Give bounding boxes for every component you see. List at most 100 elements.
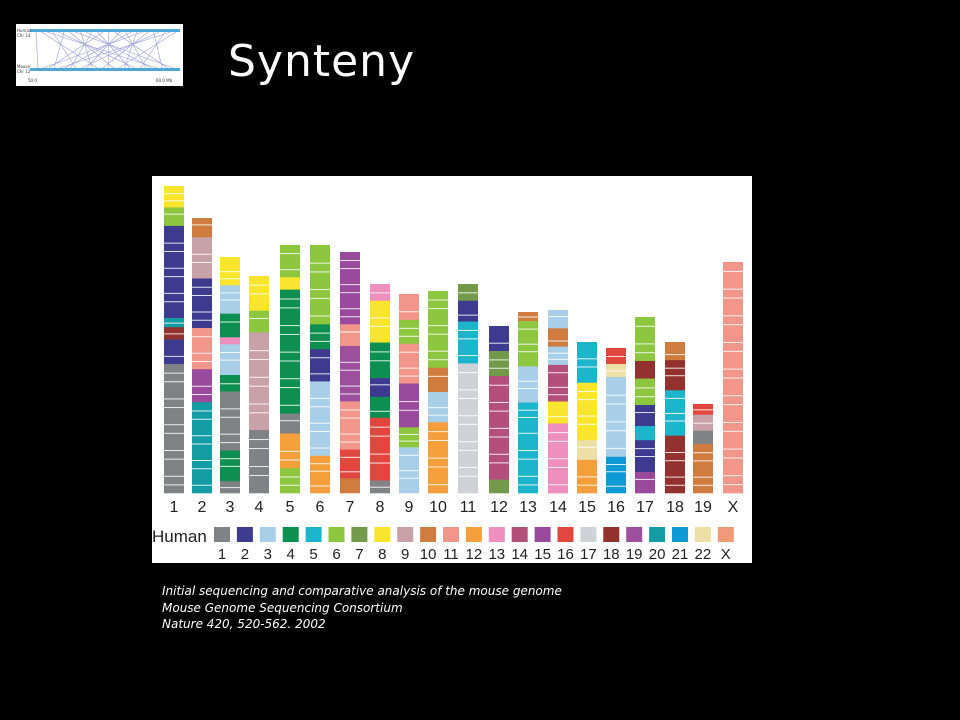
synteny-block	[665, 435, 685, 494]
mouse-chromosome-label: 17	[636, 499, 654, 516]
mouse-chromosome-10	[428, 291, 448, 494]
synteny-block	[249, 430, 269, 494]
legend-label: 6	[332, 546, 340, 563]
mouse-chromosome-4	[249, 276, 269, 494]
synteny-block	[458, 300, 478, 322]
synteny-block	[164, 207, 184, 227]
legend-label: 17	[580, 546, 597, 563]
synteny-block	[310, 381, 330, 457]
legend-swatch	[397, 527, 414, 542]
legend-swatch	[214, 527, 230, 542]
legend-label: 9	[401, 546, 409, 563]
synteny-block	[340, 252, 360, 325]
legend-label: 2	[241, 546, 249, 563]
citation: Initial sequencing and comparative analy…	[162, 583, 562, 633]
legend-label: 4	[287, 546, 295, 563]
synteny-block	[192, 402, 212, 494]
synteny-block	[399, 319, 419, 345]
mouse-chromosome-14	[548, 310, 568, 494]
synteny-block	[370, 417, 390, 481]
legend-label: 18	[603, 546, 620, 563]
synteny-block	[399, 383, 419, 428]
mouse-chromosome-16	[606, 348, 626, 494]
mouse-chromosome-label: 16	[607, 499, 625, 516]
citation-title: Initial sequencing and comparative analy…	[162, 584, 562, 598]
legend-swatch	[328, 527, 345, 542]
legend-swatch	[443, 527, 459, 542]
synteny-block	[220, 391, 240, 451]
legend-label: 5	[309, 546, 317, 563]
legend-label: 3	[264, 546, 272, 563]
synteny-thumbnail-graphic: Human Chr 14 Mouse Chr 12 50.0 60.0 Mb	[16, 24, 183, 86]
legend-swatch	[374, 527, 391, 542]
synteny-block	[280, 277, 300, 290]
legend-label: 22	[695, 546, 712, 563]
legend-swatch	[511, 527, 528, 542]
synteny-block	[310, 324, 330, 350]
synteny-block	[340, 345, 360, 402]
legend-label: 7	[355, 546, 363, 563]
synteny-block	[220, 337, 240, 345]
synteny-block	[192, 218, 212, 238]
legend-swatch	[626, 527, 643, 542]
legend-swatch	[259, 527, 276, 542]
legend-label: 1	[218, 546, 226, 563]
legend-swatch	[557, 527, 574, 542]
thumb-mouse-label: Mouse	[17, 64, 31, 69]
thumb-scale-right: 60.0 Mb	[156, 78, 173, 83]
synteny-block	[164, 186, 184, 208]
legend-label: X	[721, 546, 731, 563]
synteny-block	[635, 471, 655, 494]
mouse-chromosome-label: X	[728, 499, 739, 516]
synteny-block	[428, 367, 448, 393]
thumb-human-chr: Chr 14	[17, 33, 31, 38]
legend-swatch	[236, 527, 253, 542]
synteny-block	[489, 351, 509, 377]
legend-swatch	[580, 527, 597, 542]
mouse-chromosome-label: 8	[376, 499, 385, 516]
mouse-chromosome-5	[280, 245, 300, 494]
mouse-chromosome-label: 15	[578, 499, 596, 516]
legend-label: 11	[443, 546, 459, 563]
synteny-block	[489, 326, 509, 352]
mouse-chromosome-9	[399, 294, 419, 494]
mouse-chromosome-19	[693, 404, 713, 494]
synteny-block	[577, 440, 597, 461]
synteny-block	[548, 346, 568, 366]
synteny-block	[340, 449, 360, 479]
legend-label: 8	[378, 546, 386, 563]
synteny-block	[458, 363, 478, 494]
mouse-chromosome-18	[665, 342, 685, 494]
synteny-figure: 1 2 3 4 5 6 7 8 9 10 11 12 13 14 15 16 17 18 19 X Human 1 2 3 4 5…	[152, 176, 752, 563]
synteny-block	[606, 377, 626, 458]
synteny-block	[340, 401, 360, 450]
synteny-block	[192, 278, 212, 329]
synteny-block	[518, 402, 538, 425]
mouse-chromosome-label: 7	[346, 499, 355, 516]
synteny-block	[280, 468, 300, 494]
mouse-chromosome-label: 6	[316, 499, 325, 516]
synteny-block	[220, 313, 240, 338]
synteny-block	[370, 300, 390, 343]
thumb-scale-left: 50.0	[28, 78, 37, 83]
mouse-chromosome-label: 18	[666, 499, 684, 516]
synteny-block	[635, 361, 655, 379]
mouse-chromosome-12	[489, 326, 509, 494]
synteny-block	[399, 343, 419, 384]
legend-swatch	[351, 527, 368, 542]
synteny-block	[635, 426, 655, 441]
synteny-block	[370, 396, 390, 419]
synteny-block	[310, 349, 330, 382]
synteny-block	[249, 310, 269, 333]
legend-label: 21	[672, 546, 689, 563]
synteny-block	[458, 321, 478, 364]
mouse-chromosome-X	[723, 262, 743, 494]
legend-swatch	[465, 527, 482, 542]
synteny-block	[577, 342, 597, 384]
synteny-block	[164, 339, 184, 365]
citation-journal: Nature 420, 520-562. 2002	[162, 617, 326, 631]
citation-authors: Mouse Genome Sequencing Consortium	[162, 600, 403, 615]
mouse-chromosome-label: 10	[429, 499, 447, 516]
synteny-block	[693, 444, 713, 494]
mouse-chromosome-8	[370, 284, 390, 494]
